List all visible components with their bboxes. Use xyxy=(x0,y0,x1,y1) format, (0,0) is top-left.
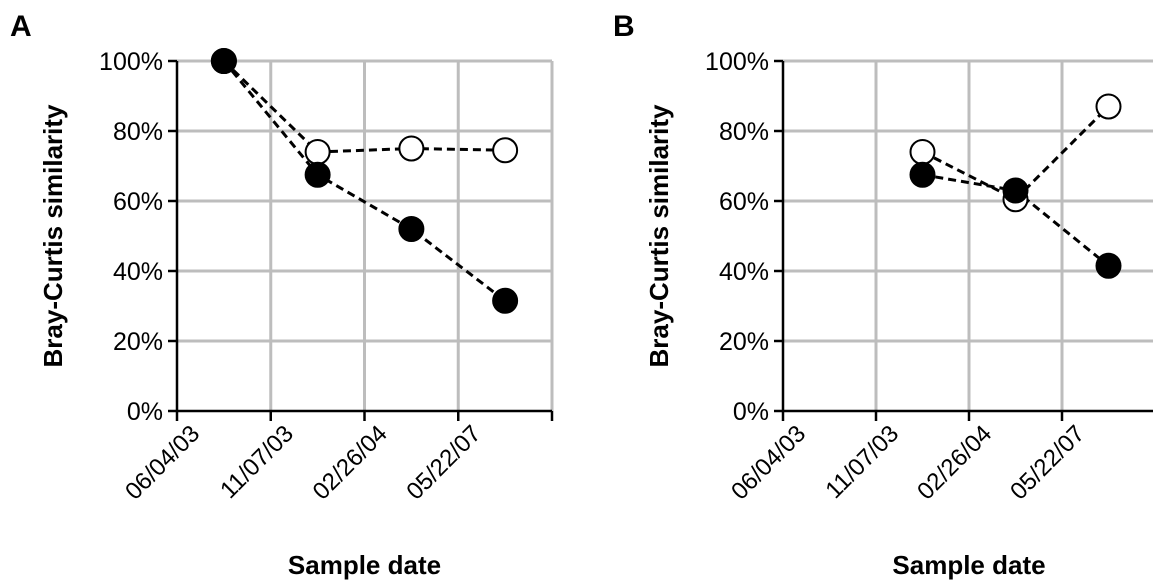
x-tick-label: 05/22/07 xyxy=(401,420,486,505)
chart-panel-b: B 0% 20% 40% 60% 80% 100% 06/04/03 11/07/03 02/26… xyxy=(613,10,1153,580)
series-line-1 xyxy=(222,59,506,154)
y-tick-label: 20% xyxy=(719,328,769,356)
filled-point xyxy=(210,48,237,74)
y-tick-label: 20% xyxy=(113,328,163,356)
y-tick-label: 60% xyxy=(719,188,769,216)
filled-point xyxy=(304,161,331,188)
chart-panel-a: A 0% 20% 40% 60% 80% 100% 06/04/03 11/07/03 02/26… xyxy=(10,10,554,580)
y-tick-label: 0% xyxy=(733,398,769,426)
y-tick-label: 40% xyxy=(113,258,163,286)
y-tick-label: 100% xyxy=(99,48,163,76)
series-line-2 xyxy=(222,60,507,302)
open-point xyxy=(304,139,331,165)
y-axis-title: Bray-Curtis similarity xyxy=(644,104,674,368)
filled-point xyxy=(398,216,425,242)
filled-point xyxy=(1002,177,1029,204)
y-tick-label: 40% xyxy=(719,258,769,286)
panel-letter: A xyxy=(10,10,32,43)
y-tick-label: 100% xyxy=(705,48,769,76)
open-point xyxy=(492,137,519,164)
x-axis-title: Sample date xyxy=(288,550,441,580)
x-axis-title: Sample date xyxy=(892,550,1045,580)
y-tick-label: 60% xyxy=(113,188,163,216)
filled-point xyxy=(909,161,936,188)
x-tick-label: 11/07/03 xyxy=(215,420,299,504)
x-tick-label: 02/26/04 xyxy=(912,420,997,505)
open-point xyxy=(909,139,936,165)
filled-point xyxy=(492,287,519,314)
open-point xyxy=(1095,93,1122,120)
x-tick-label: 05/22/07 xyxy=(1005,420,1090,505)
y-tick-label: 80% xyxy=(719,118,769,146)
y-axis-title: Bray-Curtis similarity xyxy=(38,104,68,368)
open-point xyxy=(398,135,425,162)
filled-point xyxy=(1095,252,1122,279)
panel-letter: B xyxy=(613,10,635,43)
x-tick-label: 06/04/03 xyxy=(726,420,811,505)
y-tick-label: 0% xyxy=(127,398,163,426)
x-tick-label: 06/04/03 xyxy=(120,420,205,505)
y-tick-label: 80% xyxy=(113,118,163,146)
x-tick-label: 02/26/04 xyxy=(308,420,393,505)
x-tick-label: 11/07/03 xyxy=(820,420,904,504)
